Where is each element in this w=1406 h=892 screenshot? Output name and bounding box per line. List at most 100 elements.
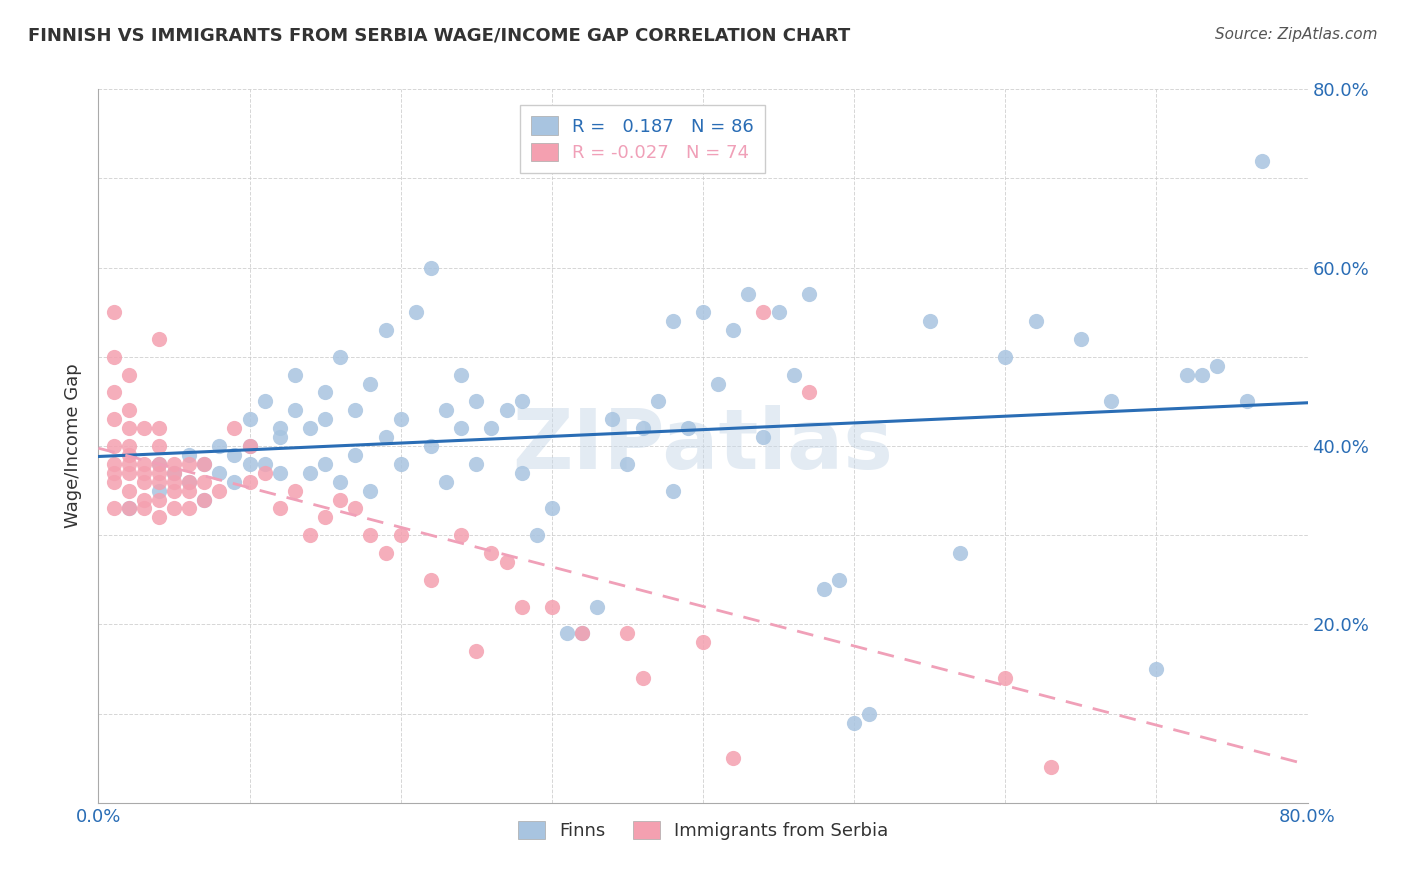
Point (224, 448, 246, 462)
Point (616, 626, 638, 640)
Point (420, 260, 443, 275)
Point (163, 466, 186, 480)
Point (571, 626, 593, 640)
Point (344, 501, 367, 516)
Point (179, 457, 201, 471)
Point (118, 439, 141, 453)
Point (269, 466, 291, 480)
Point (994, 671, 1017, 685)
Point (314, 385, 336, 400)
Point (193, 492, 215, 507)
Point (783, 368, 806, 382)
Point (132, 421, 155, 435)
Point (797, 385, 820, 400)
Point (224, 421, 246, 435)
Point (163, 501, 186, 516)
Point (163, 475, 186, 489)
Point (163, 483, 186, 498)
Point (118, 466, 141, 480)
Point (1039, 760, 1062, 774)
Point (208, 483, 231, 498)
Point (631, 671, 654, 685)
Point (118, 368, 141, 382)
Point (299, 528, 322, 542)
Point (844, 715, 866, 730)
Point (148, 457, 170, 471)
Point (208, 439, 231, 453)
Point (132, 475, 155, 489)
Point (103, 350, 125, 364)
Point (148, 439, 170, 453)
Point (179, 483, 201, 498)
Point (360, 376, 382, 391)
Point (797, 287, 820, 301)
Point (118, 421, 141, 435)
Point (692, 305, 714, 319)
Point (148, 332, 170, 346)
Point (647, 394, 669, 409)
Point (269, 430, 291, 444)
Point (540, 599, 562, 614)
Point (179, 475, 201, 489)
Point (269, 421, 291, 435)
Point (450, 421, 472, 435)
Point (239, 439, 262, 453)
Point (1236, 394, 1258, 409)
Point (495, 403, 517, 417)
Point (586, 599, 609, 614)
Point (434, 475, 457, 489)
Point (723, 751, 745, 765)
Point (465, 644, 488, 658)
Point (661, 314, 683, 328)
Point (813, 582, 835, 596)
Point (768, 305, 790, 319)
Point (389, 457, 412, 471)
Point (752, 305, 775, 319)
Point (329, 492, 352, 507)
Point (148, 475, 170, 489)
Point (148, 510, 170, 524)
Text: ZIPatlas: ZIPatlas (513, 406, 893, 486)
Point (661, 483, 683, 498)
Point (405, 305, 427, 319)
Point (360, 528, 382, 542)
Point (420, 573, 443, 587)
Point (284, 483, 307, 498)
Point (103, 305, 125, 319)
Point (253, 394, 276, 409)
Point (118, 403, 141, 417)
Point (752, 430, 775, 444)
Point (374, 323, 396, 337)
Point (420, 439, 443, 453)
Point (465, 394, 488, 409)
Point (239, 412, 262, 426)
Point (374, 430, 396, 444)
Point (344, 448, 367, 462)
Point (239, 457, 262, 471)
Point (481, 546, 503, 560)
Legend: Finns, Immigrants from Serbia: Finns, Immigrants from Serbia (506, 810, 900, 851)
Point (284, 403, 307, 417)
Point (329, 475, 352, 489)
Point (103, 466, 125, 480)
Point (118, 501, 141, 516)
Point (132, 457, 155, 471)
Point (602, 412, 624, 426)
Point (163, 457, 186, 471)
Point (555, 626, 578, 640)
Point (1251, 153, 1274, 168)
Point (239, 439, 262, 453)
Point (193, 475, 215, 489)
Point (1144, 662, 1167, 676)
Point (1191, 368, 1213, 382)
Point (118, 501, 141, 516)
Point (918, 314, 941, 328)
Point (269, 501, 291, 516)
Point (163, 466, 186, 480)
Point (103, 439, 125, 453)
Point (495, 555, 517, 569)
Point (374, 546, 396, 560)
Point (148, 466, 170, 480)
Point (253, 466, 276, 480)
Point (329, 350, 352, 364)
